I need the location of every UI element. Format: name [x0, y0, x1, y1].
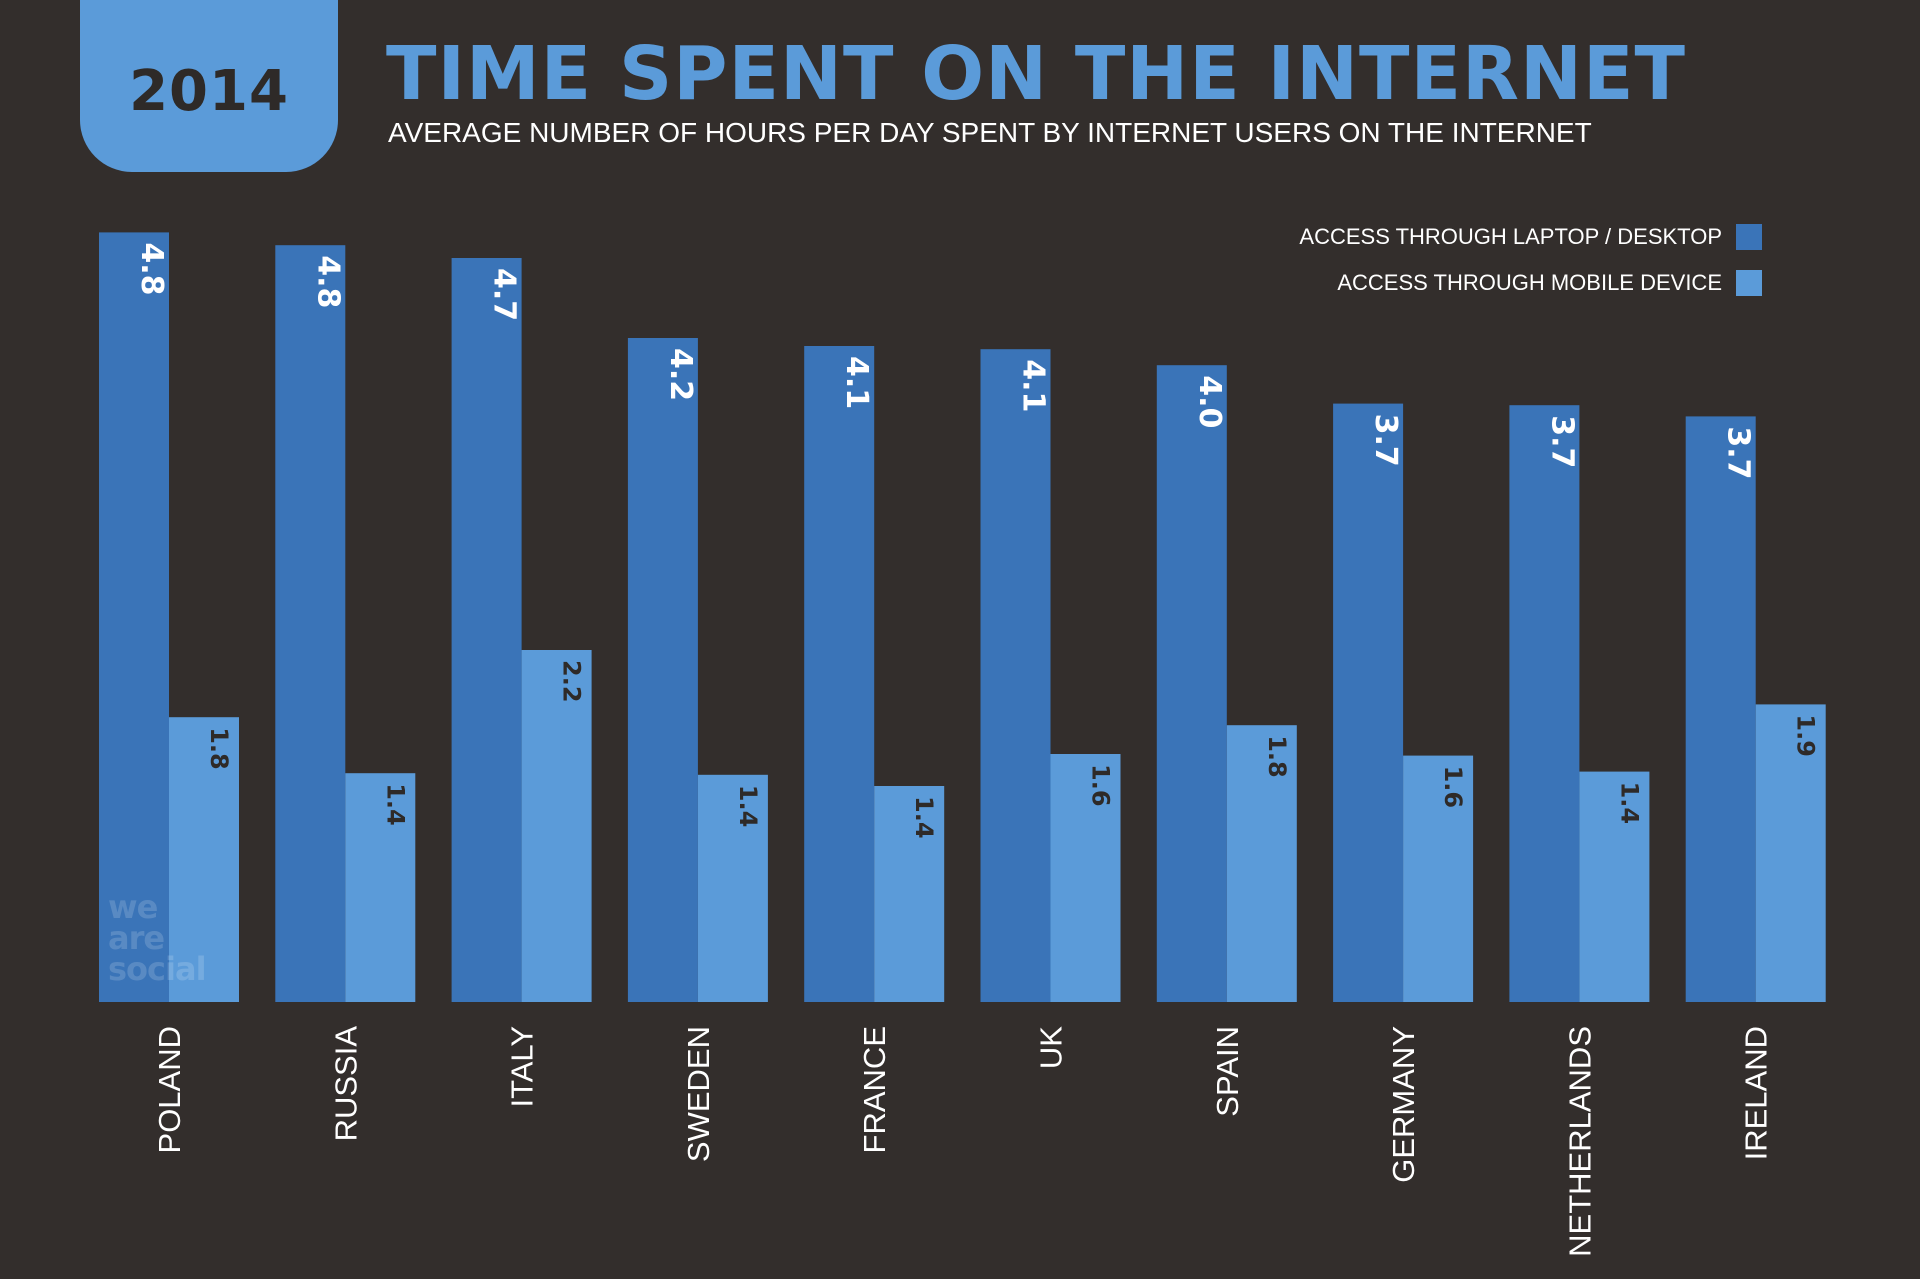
value-label-desktop-ireland: 3.7 — [1721, 426, 1756, 479]
year-badge: 2014 — [80, 0, 338, 172]
value-label-desktop-poland: 4.8 — [134, 242, 169, 295]
year-label: 2014 — [129, 58, 289, 124]
value-label-mobile-ireland: 1.9 — [1792, 714, 1820, 757]
bar-mobile-spain — [1226, 725, 1297, 1002]
category-label-italy: ITALY — [505, 1026, 540, 1108]
value-label-desktop-germany: 3.7 — [1368, 414, 1403, 467]
bar-mobile-sweden — [697, 774, 768, 1002]
legend-swatch-mobile — [1736, 270, 1762, 296]
category-label-spain: SPAIN — [1210, 1026, 1245, 1117]
chart-title: TIME SPENT ON THE INTERNET — [386, 31, 1686, 117]
value-label-mobile-uk: 1.6 — [1087, 764, 1115, 807]
chart-subtitle: AVERAGE NUMBER OF HOURS PER DAY SPENT BY… — [388, 117, 1592, 148]
value-label-desktop-italy: 4.7 — [487, 268, 522, 321]
category-label-sweden: SWEDEN — [681, 1026, 716, 1162]
value-label-mobile-russia: 1.4 — [381, 783, 409, 826]
bar-desktop-poland — [99, 232, 169, 1002]
bar-mobile-italy — [521, 650, 592, 1002]
value-label-mobile-poland: 1.8 — [205, 727, 233, 770]
bar-desktop-sweden — [627, 338, 698, 1002]
bar-mobile-uk — [1050, 754, 1121, 1002]
bar-desktop-russia — [275, 245, 346, 1002]
category-label-france: FRANCE — [857, 1026, 892, 1153]
bar-desktop-france — [804, 346, 875, 1002]
value-label-desktop-netherlands: 3.7 — [1544, 415, 1579, 468]
value-label-mobile-italy: 2.2 — [558, 660, 586, 703]
bar-mobile-netherlands — [1579, 771, 1650, 1002]
category-label-netherlands: NETHERLANDS — [1562, 1026, 1597, 1257]
bar-desktop-uk — [980, 349, 1051, 1002]
value-label-desktop-spain: 4.0 — [1192, 375, 1227, 428]
value-label-mobile-france: 1.4 — [910, 796, 938, 839]
legend-label-desktop: ACCESS THROUGH LAPTOP / DESKTOP — [1299, 224, 1722, 249]
bar-desktop-netherlands — [1509, 405, 1580, 1002]
category-label-uk: UK — [1034, 1026, 1069, 1069]
bar-desktop-spain — [1156, 365, 1227, 1002]
value-label-mobile-germany: 1.6 — [1439, 766, 1467, 809]
category-label-russia: RUSSIA — [328, 1026, 363, 1142]
legend-swatch-desktop — [1736, 224, 1762, 250]
bar-mobile-ireland — [1755, 704, 1826, 1002]
bar-mobile-germany — [1403, 755, 1474, 1002]
value-label-desktop-uk: 4.1 — [1016, 359, 1051, 412]
value-label-desktop-france: 4.1 — [839, 356, 874, 409]
we-are-social-logo: we are social — [108, 888, 207, 988]
legend-item-desktop: ACCESS THROUGH LAPTOP / DESKTOP — [1299, 224, 1762, 250]
bar-mobile-poland — [169, 717, 239, 1002]
bar-mobile-france — [874, 786, 945, 1002]
value-label-mobile-netherlands: 1.4 — [1615, 782, 1643, 825]
value-label-desktop-sweden: 4.2 — [663, 348, 698, 401]
category-label-poland: POLAND — [152, 1026, 187, 1153]
legend-item-mobile: ACCESS THROUGH MOBILE DEVICE — [1337, 270, 1762, 296]
bar-mobile-russia — [345, 773, 416, 1002]
bar-desktop-germany — [1333, 403, 1404, 1003]
bar-desktop-ireland — [1685, 416, 1756, 1002]
legend-label-mobile: ACCESS THROUGH MOBILE DEVICE — [1337, 270, 1722, 295]
category-label-germany: GERMANY — [1386, 1026, 1421, 1183]
category-label-ireland: IRELAND — [1739, 1026, 1774, 1160]
value-label-desktop-russia: 4.8 — [310, 255, 345, 308]
bar-desktop-italy — [451, 258, 522, 1002]
value-label-mobile-spain: 1.8 — [1263, 735, 1291, 778]
value-label-mobile-sweden: 1.4 — [734, 785, 762, 828]
